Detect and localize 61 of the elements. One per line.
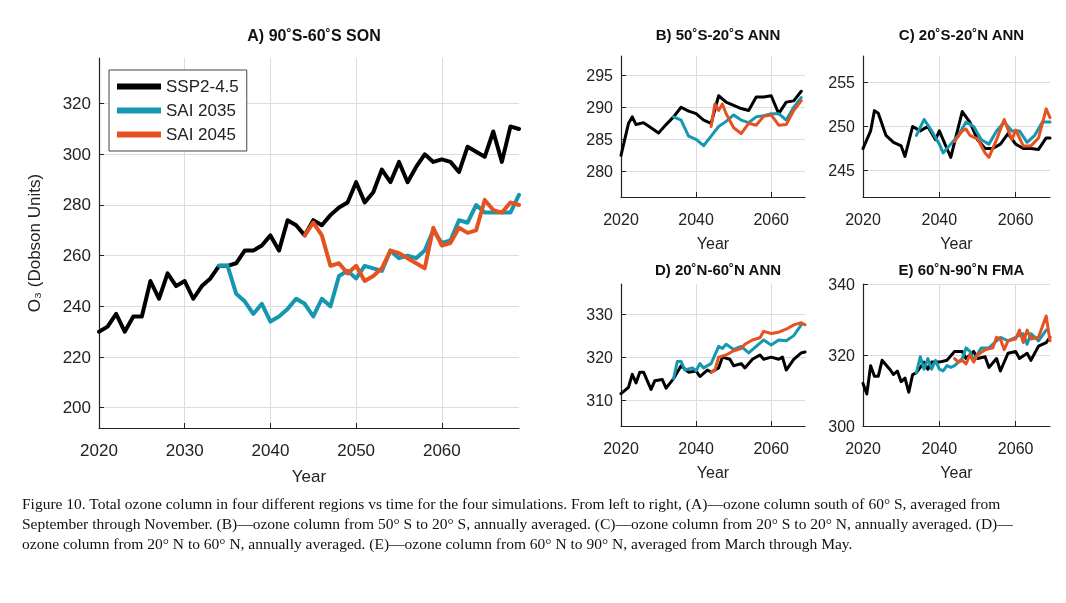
- x-tick-label: 2060: [997, 439, 1034, 457]
- y-tick-label: 300: [828, 417, 856, 435]
- y-tick-label: 300: [62, 144, 91, 164]
- chart-title: B) 50˚S-20˚S ANN: [655, 26, 781, 43]
- x-tick-label: 2020: [603, 439, 639, 457]
- line-series: [619, 350, 807, 396]
- chart-title: D) 20˚N-60˚N ANN: [654, 261, 782, 278]
- line-series: [672, 323, 803, 381]
- y-tick-label: 200: [62, 398, 91, 418]
- x-axis-title: Year: [696, 463, 730, 481]
- x-tick-label: 2020: [845, 210, 881, 228]
- y-tick-label: 290: [586, 98, 614, 116]
- line-series: [302, 197, 521, 284]
- x-tick-label: 2060: [422, 441, 461, 460]
- y-tick-label: 280: [62, 195, 91, 215]
- x-axis-title: Year: [291, 467, 327, 486]
- x-tick-label: 2040: [678, 439, 714, 457]
- y-tick-label: 260: [62, 246, 91, 266]
- chart-title: E) 60˚N-90˚N FMA: [898, 261, 1025, 278]
- line-series: [709, 99, 803, 136]
- y-tick-label: 320: [62, 94, 91, 114]
- y-axis-title: O₃ (Dobson Units): [25, 173, 44, 313]
- y-tick-label: 310: [586, 391, 614, 409]
- y-tick-label: 240: [62, 296, 91, 316]
- x-tick-label: 2060: [997, 210, 1034, 228]
- caption: Figure 10. Total ozone column in four different regions vs time for the four simulations. From left to right, (A)—ozone column south of 60° S, averaged from September through November. (B)—ozone column from 50° S to 20° S, annually averaged. (C)—ozone column from 20° S to 20° N, annually averaged. (D)—ozone column from 20° N to 60° N, annually averaged. (E)—ozone column from 60° N to 90° N, averaged from March through May.: [22, 494, 1014, 554]
- x-tick-label: 2030: [165, 441, 204, 460]
- y-tick-label: 340: [828, 275, 856, 293]
- legend-label: SAI 2045: [166, 125, 236, 144]
- y-tick-label: 320: [828, 346, 856, 364]
- line-series: [709, 321, 807, 374]
- y-tick-label: 220: [62, 347, 91, 367]
- x-axis-title: Year: [940, 463, 974, 481]
- x-tick-label: 2020: [80, 441, 118, 460]
- x-tick-label: 2050: [337, 441, 376, 460]
- legend-label: SSP2-4.5: [166, 77, 239, 96]
- x-tick-label: 2060: [753, 210, 790, 228]
- y-tick-label: 330: [586, 305, 614, 323]
- y-tick-label: 255: [828, 73, 856, 91]
- x-tick-label: 2060: [753, 439, 790, 457]
- x-tick-label: 2020: [603, 210, 639, 228]
- line-series: [619, 89, 803, 157]
- y-tick-label: 245: [828, 162, 856, 180]
- x-tick-label: 2040: [921, 439, 958, 457]
- line-series: [953, 107, 1052, 159]
- x-axis-title: Year: [696, 234, 730, 252]
- chart-title: C) 20˚S-20˚N ANN: [898, 26, 1025, 43]
- chart-title: A) 90˚S-60˚S SON: [247, 26, 381, 44]
- y-tick-label: 295: [586, 66, 614, 84]
- line-series: [953, 314, 1052, 366]
- x-tick-label: 2040: [251, 441, 290, 460]
- x-tick-label: 2040: [678, 210, 714, 228]
- x-tick-label: 2020: [845, 439, 881, 457]
- x-tick-label: 2040: [921, 210, 958, 228]
- y-tick-label: 280: [586, 162, 614, 180]
- x-axis-title: Year: [940, 234, 974, 252]
- y-tick-label: 320: [586, 348, 614, 366]
- line-series: [97, 124, 521, 334]
- y-tick-label: 285: [586, 130, 614, 148]
- legend-label: SAI 2035: [166, 101, 236, 120]
- y-tick-label: 250: [828, 118, 856, 135]
